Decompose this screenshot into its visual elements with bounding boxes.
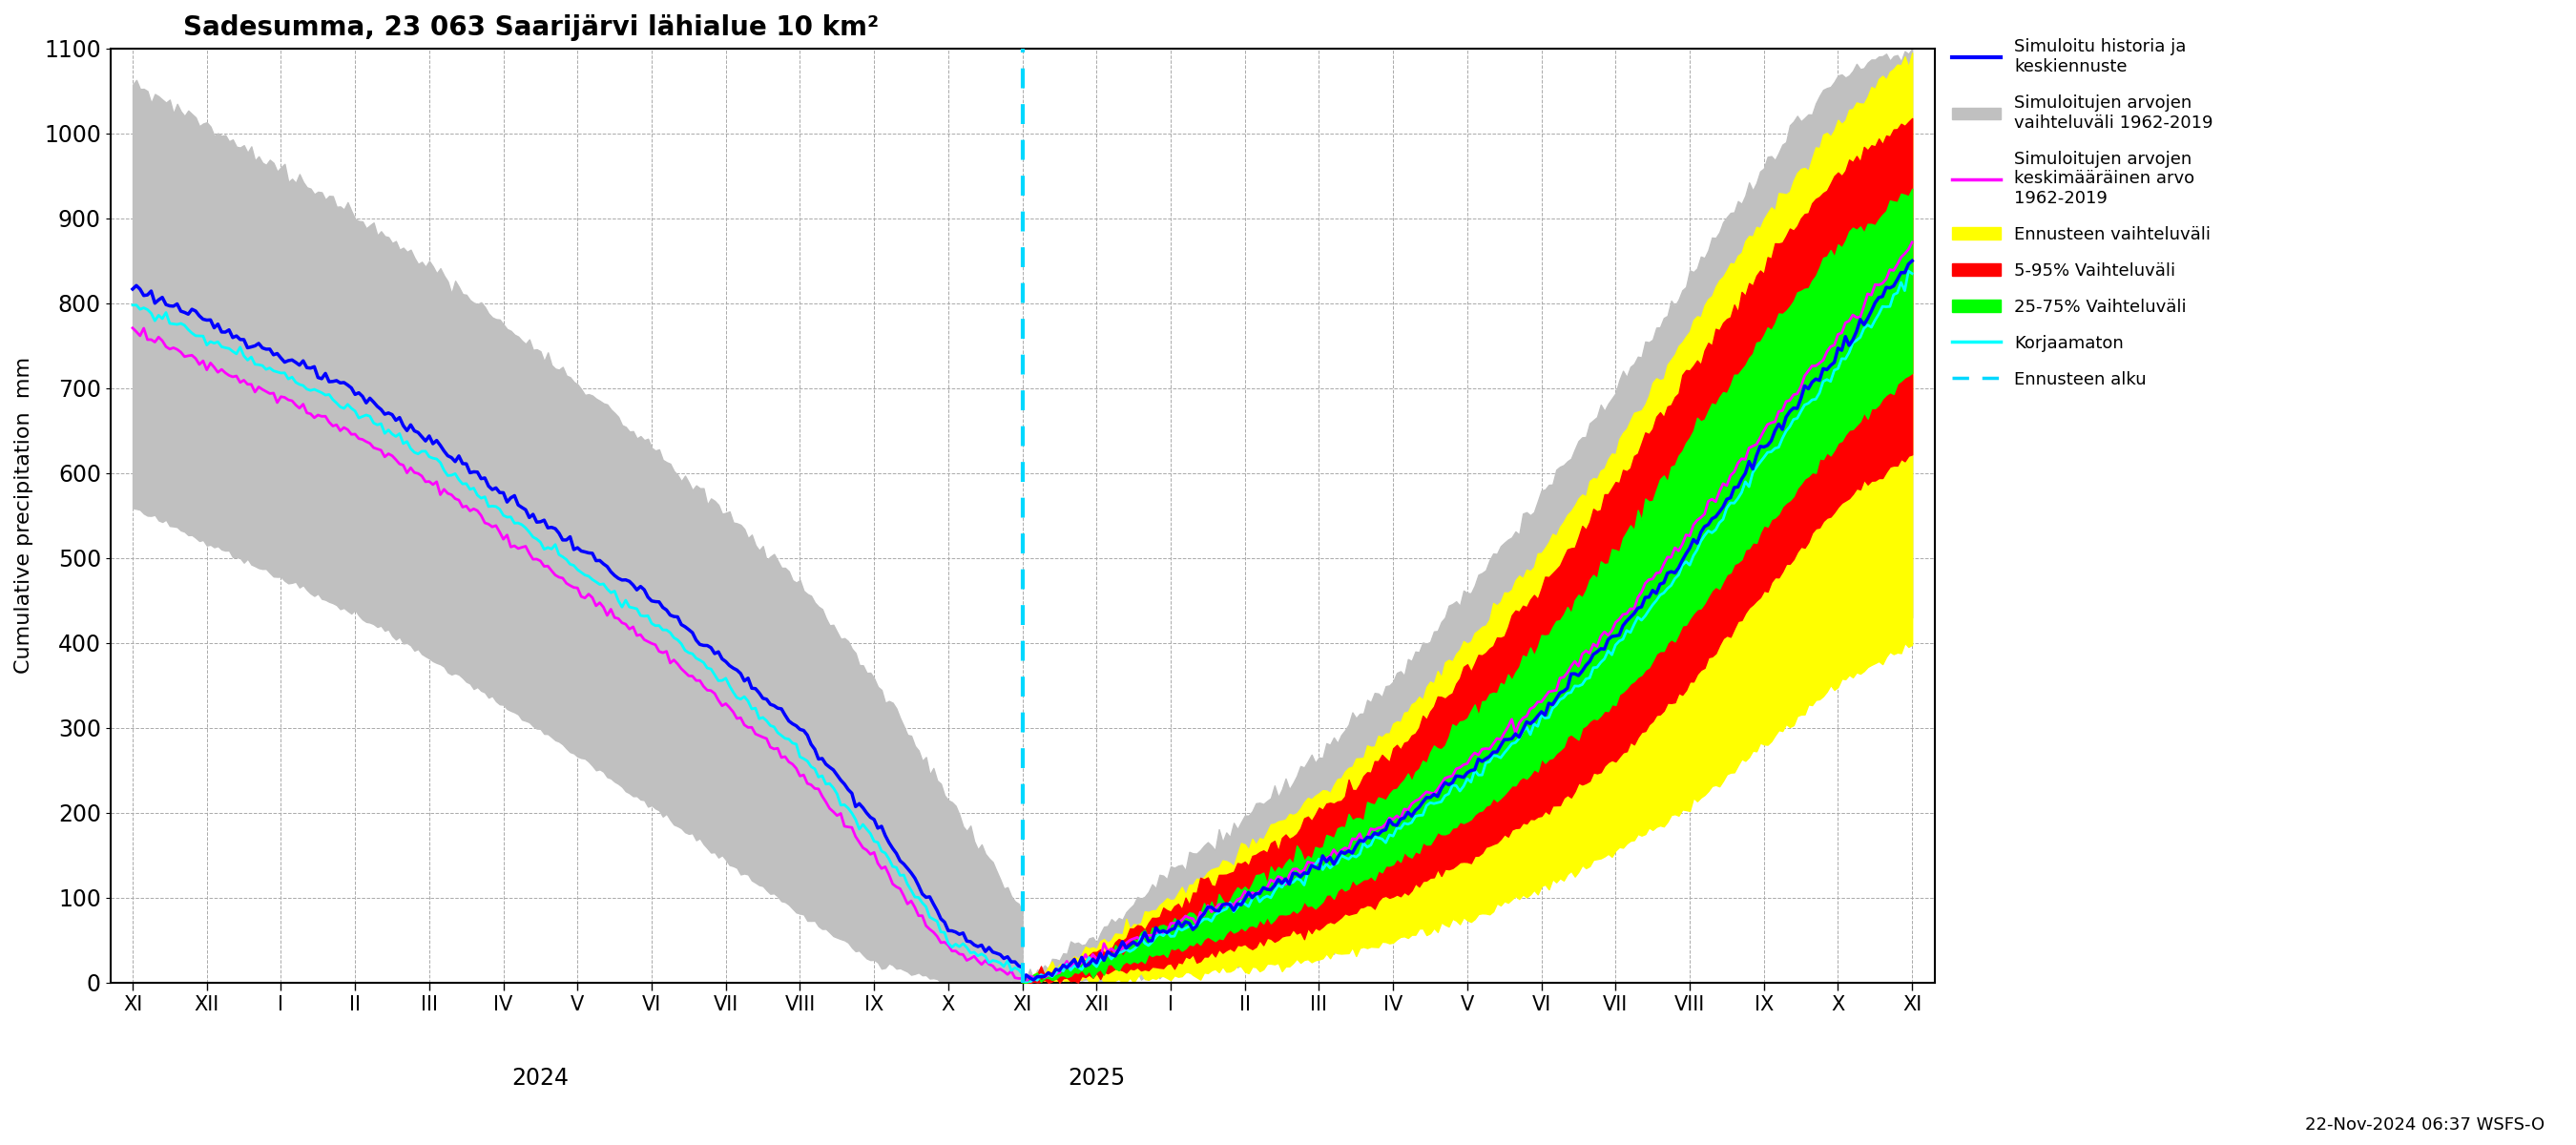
Text: 2024: 2024 (513, 1067, 569, 1090)
Text: Sadesumma, 23 063 Saarijärvi lähialue 10 km²: Sadesumma, 23 063 Saarijärvi lähialue 10… (183, 14, 878, 41)
Y-axis label: Cumulative precipitation  mm: Cumulative precipitation mm (15, 357, 33, 674)
Legend: Simuloitu historia ja
keskiennuste, Simuloitujen arvojen
vaihteluväli 1962-2019,: Simuloitu historia ja keskiennuste, Simu… (1953, 39, 2213, 388)
Text: 22-Nov-2024 06:37 WSFS-O: 22-Nov-2024 06:37 WSFS-O (2306, 1116, 2545, 1134)
Text: 2025: 2025 (1069, 1067, 1126, 1090)
